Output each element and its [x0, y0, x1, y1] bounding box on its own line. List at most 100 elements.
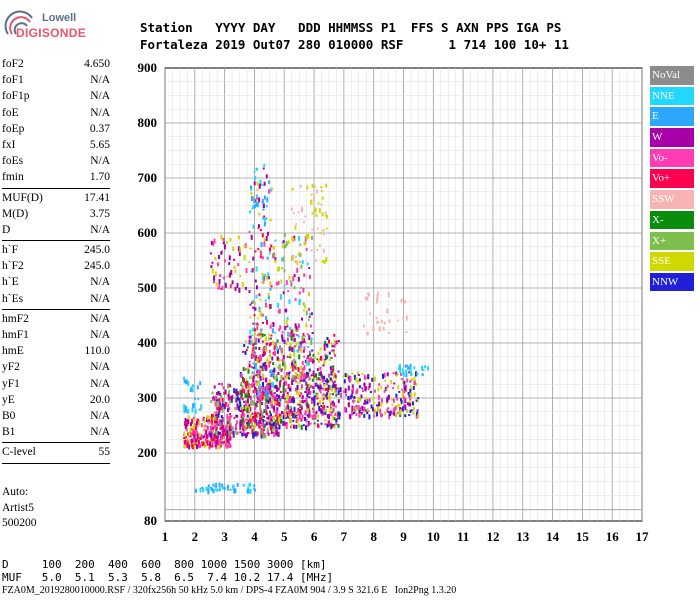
echo-point — [290, 418, 293, 423]
echo-point — [240, 420, 243, 424]
echo-point — [249, 340, 252, 345]
echo-point — [395, 374, 398, 377]
echo-point — [324, 211, 327, 217]
echo-point — [413, 392, 416, 397]
echo-point — [254, 364, 257, 370]
echo-point — [323, 410, 326, 413]
echo-point — [307, 415, 310, 419]
echo-point — [192, 427, 195, 430]
echo-point — [304, 410, 307, 416]
echo-point — [346, 374, 349, 379]
echo-point — [367, 386, 370, 391]
echo-point — [404, 405, 407, 411]
echo-point — [292, 397, 295, 401]
echo-point — [395, 371, 398, 376]
echo-point — [406, 378, 409, 383]
echo-point — [306, 392, 309, 398]
echo-point — [254, 332, 257, 336]
echo-point — [271, 424, 274, 428]
echo-point — [308, 350, 311, 354]
echo-point — [330, 404, 333, 408]
echo-point — [262, 347, 265, 352]
echo-point — [267, 385, 270, 389]
echo-point — [311, 378, 314, 382]
echo-point — [325, 227, 328, 230]
param-name: foEp — [2, 122, 25, 135]
echo-point — [293, 351, 296, 357]
echo-point — [404, 385, 406, 391]
echo-point — [187, 380, 190, 386]
echo-point — [371, 377, 374, 382]
echo-point — [250, 366, 253, 369]
echo-point — [308, 404, 311, 410]
echo-point — [261, 340, 264, 343]
echo-point — [393, 407, 396, 413]
echo-point — [252, 390, 255, 394]
echo-point — [400, 378, 403, 380]
echo-point — [251, 327, 254, 332]
echo-point — [295, 341, 298, 347]
echo-point — [276, 416, 279, 422]
echo-point — [242, 378, 245, 382]
echo-point — [260, 396, 263, 401]
echo-point — [252, 433, 255, 439]
echo-point — [193, 402, 196, 408]
echo-point — [215, 403, 218, 406]
echo-point — [303, 399, 306, 402]
echo-point — [261, 313, 264, 317]
echo-point — [296, 267, 299, 273]
echo-point — [211, 444, 214, 448]
echo-point — [301, 336, 304, 341]
echo-point — [279, 391, 282, 393]
echo-point — [244, 399, 247, 402]
echo-point — [297, 391, 300, 396]
echo-point — [220, 415, 223, 419]
echo-point — [244, 287, 247, 290]
echo-point — [380, 386, 383, 390]
echo-point — [308, 335, 311, 341]
echo-point — [287, 384, 290, 390]
echo-point — [267, 406, 270, 409]
param-separator — [2, 442, 110, 444]
echo-point — [351, 410, 354, 416]
echo-point — [320, 355, 323, 361]
echo-point — [285, 375, 288, 380]
echo-point — [294, 298, 297, 301]
echo-point — [253, 351, 256, 356]
echo-point — [326, 380, 329, 383]
echo-point — [302, 221, 305, 224]
echo-point — [214, 271, 217, 277]
echo-point — [210, 429, 212, 435]
echo-point — [215, 410, 218, 413]
echo-point — [200, 404, 203, 410]
echo-point — [321, 376, 324, 382]
echo-point — [248, 423, 251, 427]
echo-point — [386, 398, 389, 401]
echo-point — [320, 186, 323, 189]
echo-point — [326, 343, 329, 348]
echo-point — [256, 400, 259, 404]
x-tick-label: 1 — [162, 529, 169, 544]
echo-point — [215, 395, 217, 401]
echo-point — [193, 418, 196, 422]
echo-point — [191, 439, 194, 445]
echo-point — [321, 379, 324, 383]
echo-point — [273, 432, 276, 438]
param-name: hmF2 — [2, 312, 29, 325]
echo-point — [331, 423, 334, 428]
param-row-md: M(D) 3.75 — [2, 208, 110, 224]
echo-point — [354, 409, 356, 413]
echo-point — [372, 325, 375, 329]
echo-point — [303, 346, 306, 351]
echo-point — [310, 312, 313, 316]
echo-point — [289, 356, 292, 359]
param-value: N/A — [90, 312, 110, 325]
echo-point — [271, 356, 274, 361]
echo-point — [238, 405, 240, 411]
echo-point — [334, 353, 336, 357]
param-value: 0.37 — [89, 122, 110, 135]
echo-point — [268, 362, 271, 368]
echo-point — [223, 428, 225, 433]
param-name: foE — [2, 106, 19, 119]
echo-point — [368, 398, 371, 403]
